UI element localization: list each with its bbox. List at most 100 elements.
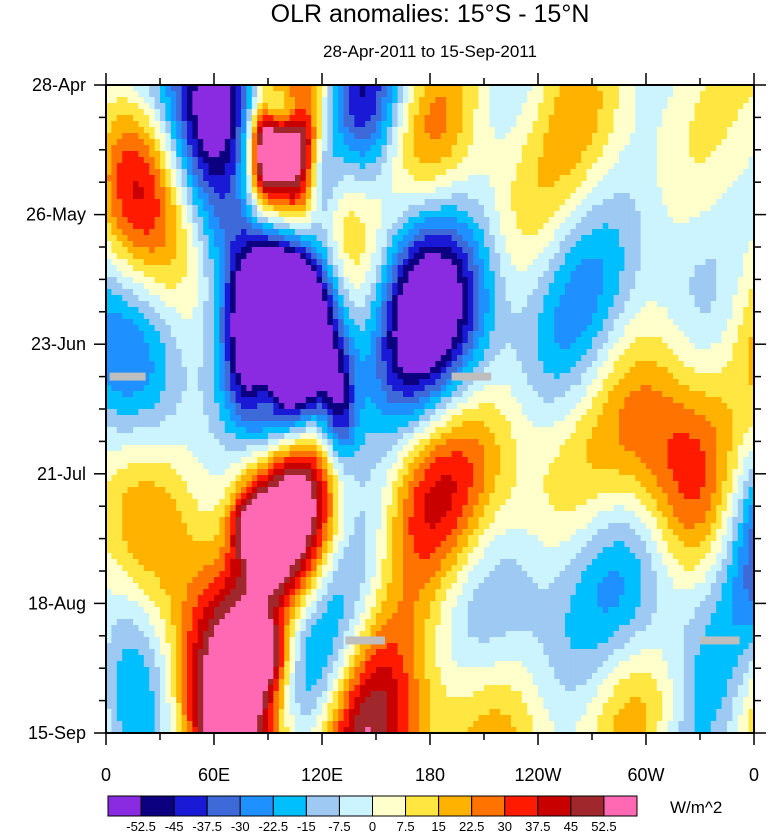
field-cell xyxy=(386,223,393,230)
field-cell xyxy=(251,97,258,104)
field-cell xyxy=(354,253,361,260)
field-cell xyxy=(289,187,296,194)
field-cell xyxy=(705,271,712,278)
field-cell xyxy=(106,259,112,266)
field-cell xyxy=(473,157,480,164)
field-cell xyxy=(149,253,156,260)
field-cell xyxy=(224,151,231,158)
field-cell xyxy=(710,97,717,104)
field-cell xyxy=(727,193,733,200)
field-cell xyxy=(268,295,274,302)
field-cell xyxy=(532,163,539,170)
field-cell xyxy=(386,331,393,338)
field-cell xyxy=(565,283,571,290)
field-cell xyxy=(538,91,544,98)
field-cell xyxy=(365,259,372,266)
field-cell xyxy=(694,259,701,266)
field-cell xyxy=(505,133,512,140)
field-cell xyxy=(732,163,739,170)
field-cell xyxy=(154,169,161,176)
field-cell xyxy=(381,151,388,158)
field-cell xyxy=(122,271,129,278)
field-cell xyxy=(440,133,447,140)
field-cell xyxy=(338,175,345,182)
field-cell xyxy=(451,229,458,236)
field-cell xyxy=(138,223,145,230)
field-cell xyxy=(192,283,199,290)
field-cell xyxy=(241,103,247,110)
field-cell xyxy=(462,319,469,326)
field-cell xyxy=(403,229,409,236)
field-cell xyxy=(710,145,717,152)
field-cell xyxy=(629,91,636,98)
field-cell xyxy=(565,307,571,314)
field-cell xyxy=(284,139,291,146)
field-cell xyxy=(295,217,301,224)
field-cell xyxy=(597,253,604,260)
field-cell xyxy=(251,331,258,338)
field-cell xyxy=(575,127,582,134)
field-cell xyxy=(111,205,118,212)
field-cell xyxy=(667,193,674,200)
field-cell xyxy=(494,229,501,236)
field-cell xyxy=(311,307,318,314)
field-cell xyxy=(424,103,431,110)
field-cell xyxy=(327,241,334,248)
field-cell xyxy=(311,235,318,242)
field-cell xyxy=(538,175,544,182)
field-cell xyxy=(478,229,485,236)
field-cell xyxy=(511,265,517,272)
field-cell xyxy=(489,289,496,296)
field-cell xyxy=(116,145,123,152)
field-cell xyxy=(127,331,134,338)
field-cell xyxy=(608,277,615,284)
field-cell xyxy=(484,331,490,338)
field-cell xyxy=(413,199,420,206)
field-cell xyxy=(273,175,280,182)
field-cell xyxy=(332,325,339,332)
field-cell xyxy=(284,271,291,278)
field-cell xyxy=(538,181,544,188)
field-cell xyxy=(354,163,361,170)
field-cell xyxy=(575,109,582,116)
field-cell xyxy=(122,115,129,122)
field-cell xyxy=(116,91,123,98)
field-cell xyxy=(289,157,296,164)
field-cell xyxy=(197,205,204,212)
field-cell xyxy=(613,175,620,182)
field-cell xyxy=(365,319,372,326)
field-cell xyxy=(602,307,609,314)
field-cell xyxy=(478,283,485,290)
field-cell xyxy=(532,193,539,200)
field-cell xyxy=(743,271,750,278)
field-cell xyxy=(705,175,712,182)
field-cell xyxy=(327,109,334,116)
field-cell xyxy=(570,253,577,260)
field-cell xyxy=(408,295,415,302)
field-cell xyxy=(365,187,372,194)
field-cell xyxy=(656,289,663,296)
field-cell xyxy=(629,277,636,284)
field-cell xyxy=(721,229,728,236)
field-cell xyxy=(224,91,231,98)
field-cell xyxy=(322,157,328,164)
field-cell xyxy=(251,253,258,260)
field-cell xyxy=(521,157,528,164)
field-cell xyxy=(349,211,355,218)
field-cell xyxy=(613,205,620,212)
field-cell xyxy=(127,121,134,128)
field-cell xyxy=(397,85,404,92)
field-cell xyxy=(338,97,345,104)
field-cell xyxy=(138,91,145,98)
field-cell xyxy=(586,253,593,260)
field-cell xyxy=(381,199,388,206)
field-cell xyxy=(430,283,436,290)
field-cell xyxy=(737,259,744,266)
field-cell xyxy=(597,289,604,296)
field-cell xyxy=(197,163,204,170)
field-cell xyxy=(651,241,658,248)
field-cell xyxy=(559,163,566,170)
field-cell xyxy=(322,211,328,218)
field-cell xyxy=(629,319,636,326)
field-cell xyxy=(748,133,754,140)
